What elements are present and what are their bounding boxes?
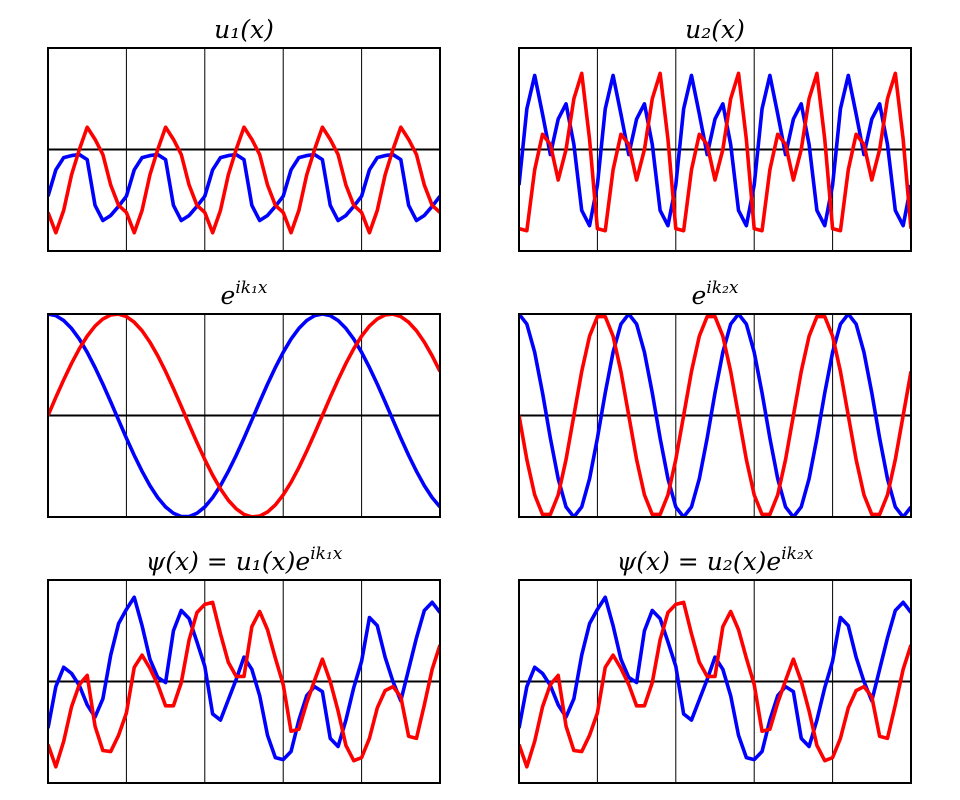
title-superscript: ik₁x <box>310 544 343 564</box>
plot-area <box>519 595 911 769</box>
subplot: eik₂x <box>518 278 912 518</box>
series-line <box>519 73 911 228</box>
series-line <box>48 314 440 517</box>
subplot-title: ψ(x) = u₁(x)eik₁x <box>146 544 343 576</box>
series-line <box>48 600 440 769</box>
axes-frame <box>518 313 912 518</box>
series-line <box>519 595 911 762</box>
plot-area <box>48 125 440 235</box>
plot-area <box>519 71 911 233</box>
series-line <box>48 125 440 235</box>
series-line <box>519 314 911 517</box>
series-line <box>519 71 911 233</box>
title-superscript: ik₂x <box>781 544 814 564</box>
title-text: e <box>221 281 236 310</box>
series-line <box>519 600 911 769</box>
subplot: u₂(x) <box>518 15 912 252</box>
plot-area <box>519 314 911 517</box>
axes-frame <box>47 579 441 784</box>
title-text: ψ(x) = u₂(x)e <box>617 547 782 576</box>
series-line <box>48 152 440 223</box>
title-superscript: ik₁x <box>235 278 268 298</box>
axes-frame <box>518 47 912 252</box>
subplot-title: u₂(x) <box>685 15 745 44</box>
title-superscript: ik₂x <box>706 278 739 298</box>
subplot-title: eik₁x <box>221 278 268 310</box>
title-text: e <box>692 281 707 310</box>
series-line <box>519 314 911 517</box>
subplot-title: eik₂x <box>692 278 739 310</box>
subplot: u₁(x) <box>47 15 441 252</box>
subplot: ψ(x) = u₁(x)eik₁x <box>47 544 441 784</box>
subplot: ψ(x) = u₂(x)eik₂x <box>518 544 912 784</box>
plot-area <box>48 595 440 769</box>
series-line <box>48 595 440 762</box>
title-text: ψ(x) = u₁(x)e <box>146 547 311 576</box>
subplot: eik₁x <box>47 278 441 518</box>
subplot-title: u₁(x) <box>214 15 274 44</box>
axes-frame <box>518 579 912 784</box>
subplot-title: ψ(x) = u₂(x)eik₂x <box>617 544 814 576</box>
axes-frame <box>47 313 441 518</box>
axes-frame <box>47 47 441 252</box>
